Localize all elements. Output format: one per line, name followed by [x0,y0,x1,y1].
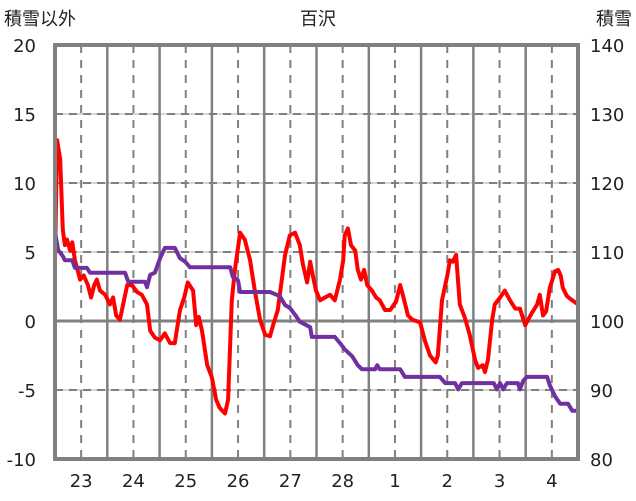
y-right-tick-label: 110 [590,243,624,264]
series-lines [53,138,580,416]
x-tick-label: 25 [174,471,197,492]
y-left-tick-label: -5 [18,381,36,402]
x-tick-label: 23 [70,471,93,492]
x-tick-label: 26 [227,471,250,492]
grid [55,45,578,459]
plot-frame [53,43,580,461]
y-left-tick-label: -10 [7,450,36,471]
x-tick-label: 1 [389,471,400,492]
x-tick-label: 24 [122,471,145,492]
x-tick-label: 3 [494,471,505,492]
y-left-tick-label: 0 [25,312,36,333]
series-line-snow-depth [53,231,578,413]
y-right-tick-label: 90 [590,381,613,402]
y-right-tick-label: 140 [590,36,624,57]
x-tick-label: 27 [279,471,302,492]
chart-title: 百沢 [300,9,336,30]
x-tick-label: 4 [546,471,557,492]
y-left-tick-label: 20 [13,36,36,57]
y-right-tick-label: 100 [590,312,624,333]
y-left-tick-label: 15 [13,105,36,126]
right-axis-label: 積雪 [596,9,632,30]
left-axis-label: 積雪以外 [4,9,76,30]
x-tick-label: 2 [442,471,453,492]
y-right-tick-label: 80 [590,450,613,471]
y-left-tick-label: 5 [25,243,36,264]
series-line-other [53,138,580,416]
x-tick-label: 28 [331,471,354,492]
y-right-tick-label: 130 [590,105,624,126]
y-left-tick-label: 10 [13,174,36,195]
y-right-tick-label: 120 [590,174,624,195]
